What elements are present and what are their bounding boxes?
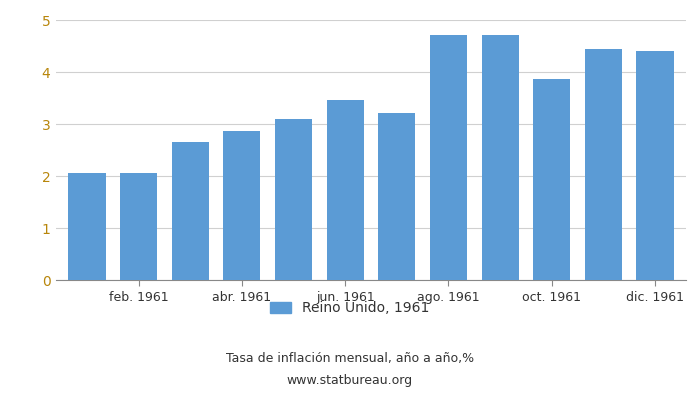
Bar bbox=[120, 173, 158, 280]
Legend: Reino Unido, 1961: Reino Unido, 1961 bbox=[265, 296, 435, 321]
Bar bbox=[172, 142, 209, 280]
Bar bbox=[327, 100, 364, 280]
Bar bbox=[533, 79, 570, 280]
Bar bbox=[69, 173, 106, 280]
Bar bbox=[378, 112, 415, 280]
Bar bbox=[223, 131, 260, 280]
Bar bbox=[430, 34, 467, 280]
Bar bbox=[584, 49, 622, 280]
Bar bbox=[636, 51, 673, 280]
Bar bbox=[275, 119, 312, 280]
Bar bbox=[482, 34, 519, 280]
Text: www.statbureau.org: www.statbureau.org bbox=[287, 374, 413, 387]
Text: Tasa de inflación mensual, año a año,%: Tasa de inflación mensual, año a año,% bbox=[226, 352, 474, 365]
